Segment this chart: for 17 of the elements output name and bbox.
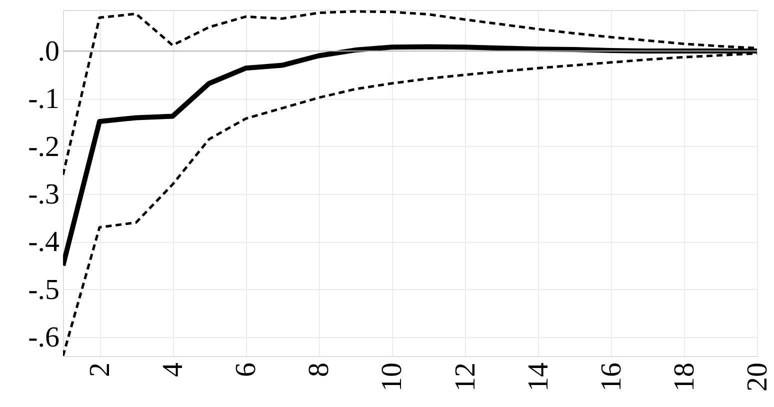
x-tick-label: 10 [376,362,408,392]
x-tick-label: 18 [668,362,700,392]
x-tick-label: 8 [303,362,336,377]
x-tick-label: 2 [84,362,116,377]
y-tick-label: -.4 [28,226,60,258]
x-tick-label: 4 [157,362,190,377]
x-tick-label: 12 [449,362,482,392]
y-tick-label: -.5 [28,274,60,306]
y-tick-label: -.3 [28,178,60,210]
x-tick-label: 20 [742,362,774,392]
y-tick-label: .0 [38,35,60,68]
x-tick-label: 16 [595,362,628,392]
y-tick-label: -.6 [28,321,60,354]
x-tick-label: 14 [522,362,554,392]
y-tick-label: -.1 [28,83,60,116]
y-tick-label: -.2 [28,130,60,163]
x-tick-label: 6 [230,362,262,377]
